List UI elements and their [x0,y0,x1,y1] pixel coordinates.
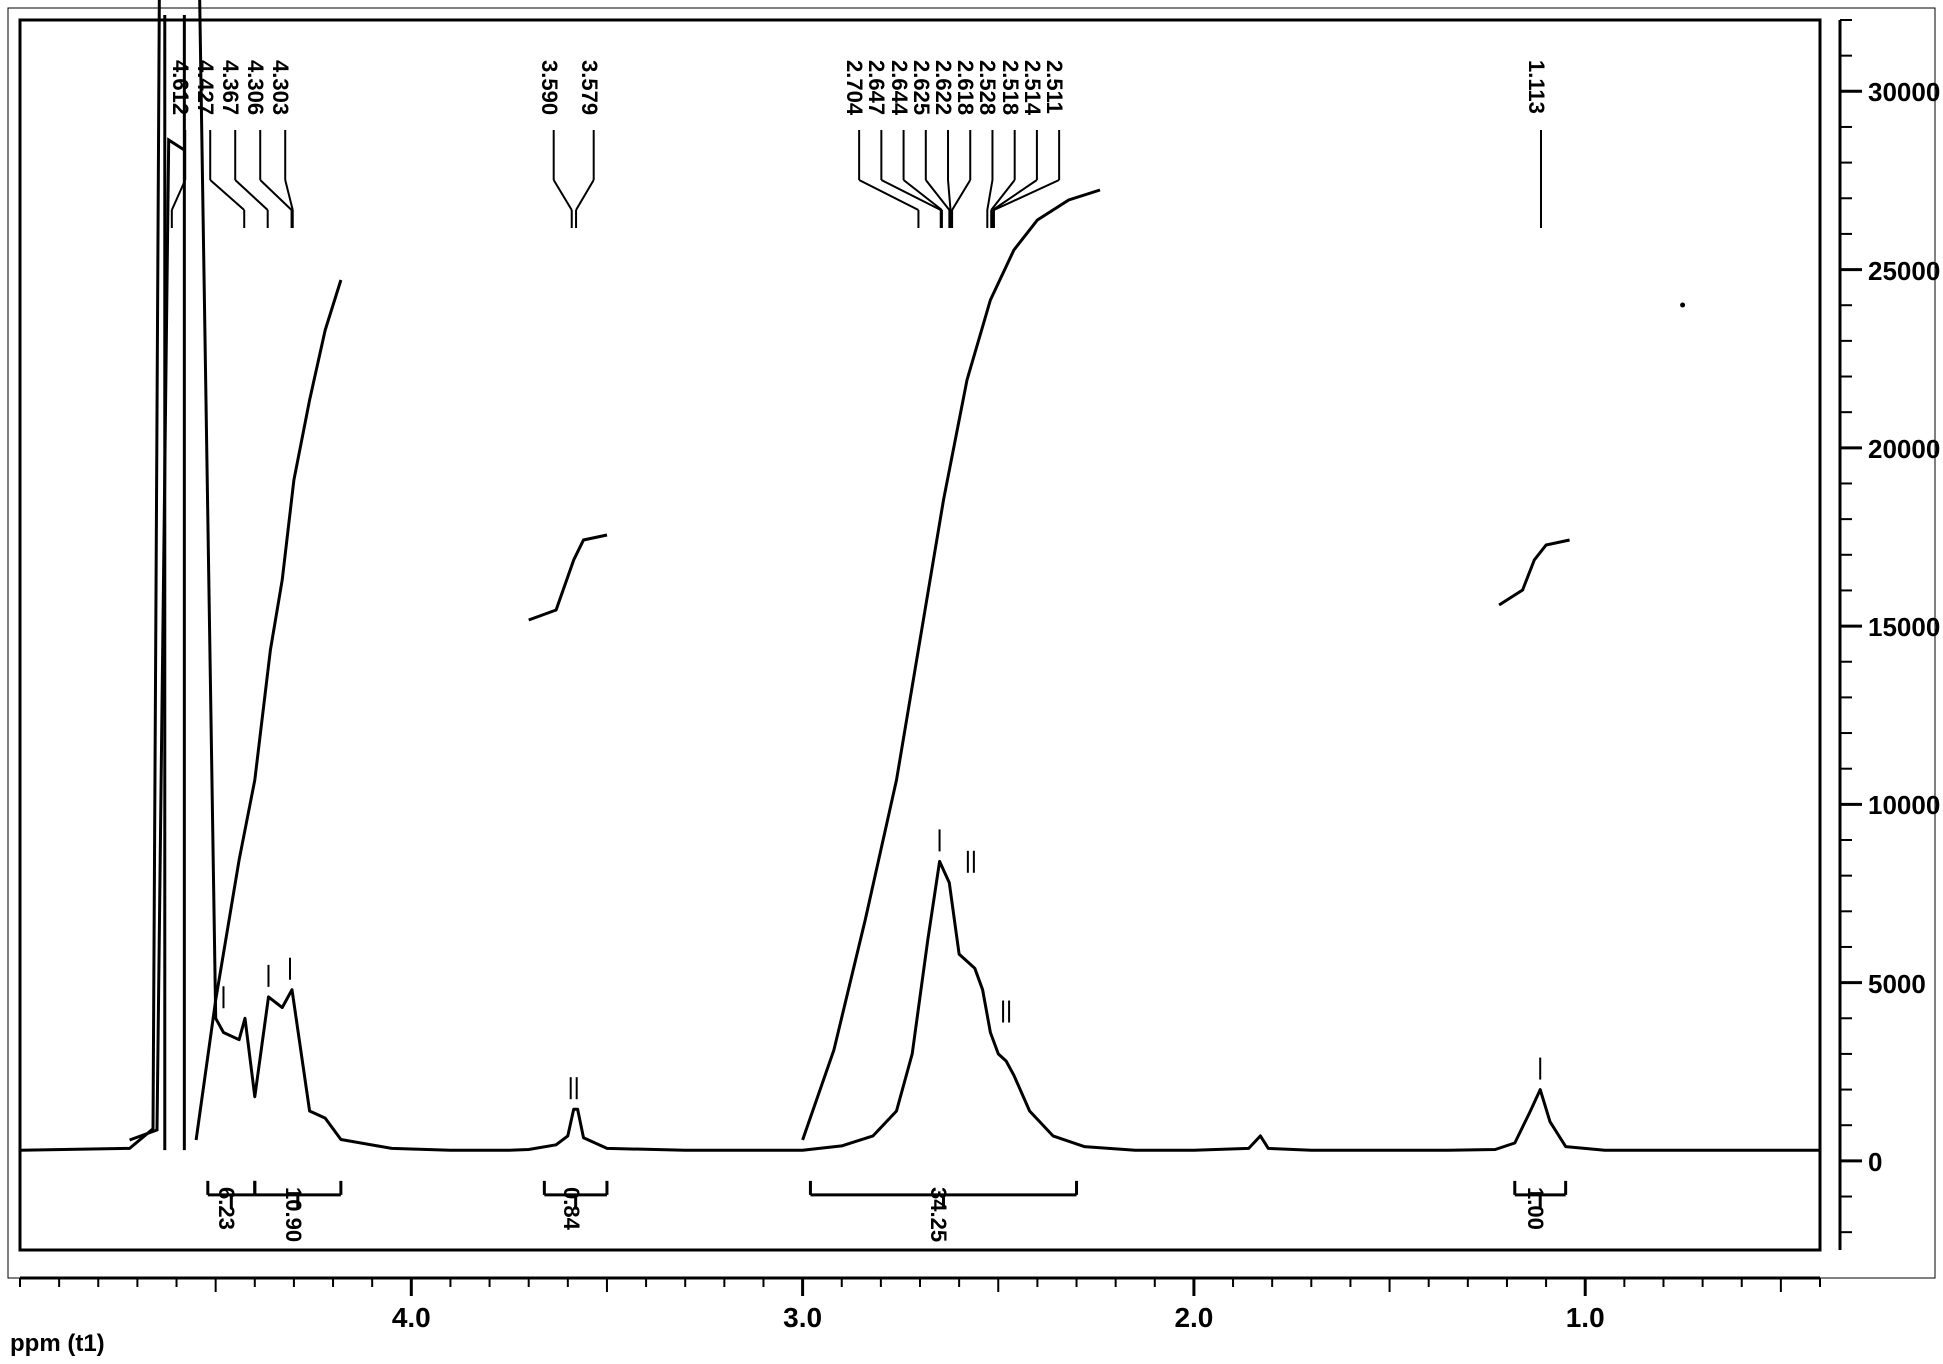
x-axis-title: ppm (t1) [10,1330,105,1358]
peak-ppm-label: 4.306 [242,60,268,115]
spectrum-svg [0,0,1943,1364]
integral-value-label: 6.23 [213,1187,239,1230]
y-tick-label: 25000 [1868,256,1940,287]
y-tick-label: 15000 [1868,612,1940,643]
y-tick-label: 20000 [1868,434,1940,465]
peak-ppm-label: 4.303 [267,60,293,115]
integral-value-label: 10.90 [280,1187,306,1242]
peak-ppm-label: 4.427 [192,60,218,115]
integral-value-label: 34.25 [925,1187,951,1242]
y-tick-label: 30000 [1868,77,1940,108]
integral-value-label: 1.00 [1522,1187,1548,1230]
y-tick-label: 5000 [1868,969,1926,1000]
x-tick-label: 4.0 [392,1302,431,1334]
nmr-spectrum-figure: 4.0 3.0 2.0 1.0 ppm (t1) 0 5000 10000 15000 20000… [0,0,1943,1364]
peak-ppm-label: 2.511 [1041,60,1067,114]
peak-ppm-label: 3.579 [576,60,602,115]
peak-ppm-label: 3.590 [536,60,562,115]
x-tick-label: 2.0 [1174,1302,1213,1334]
peak-ppm-label: 4.612 [167,60,193,115]
x-tick-label: 1.0 [1566,1302,1605,1334]
x-tick-label: 3.0 [783,1302,822,1334]
peak-ppm-label: 1.113 [1523,60,1549,114]
y-tick-label: 10000 [1868,790,1940,821]
integral-value-label: 0.84 [558,1187,584,1230]
peak-ppm-label: 4.367 [217,60,243,115]
y-tick-label: 0 [1868,1147,1882,1178]
